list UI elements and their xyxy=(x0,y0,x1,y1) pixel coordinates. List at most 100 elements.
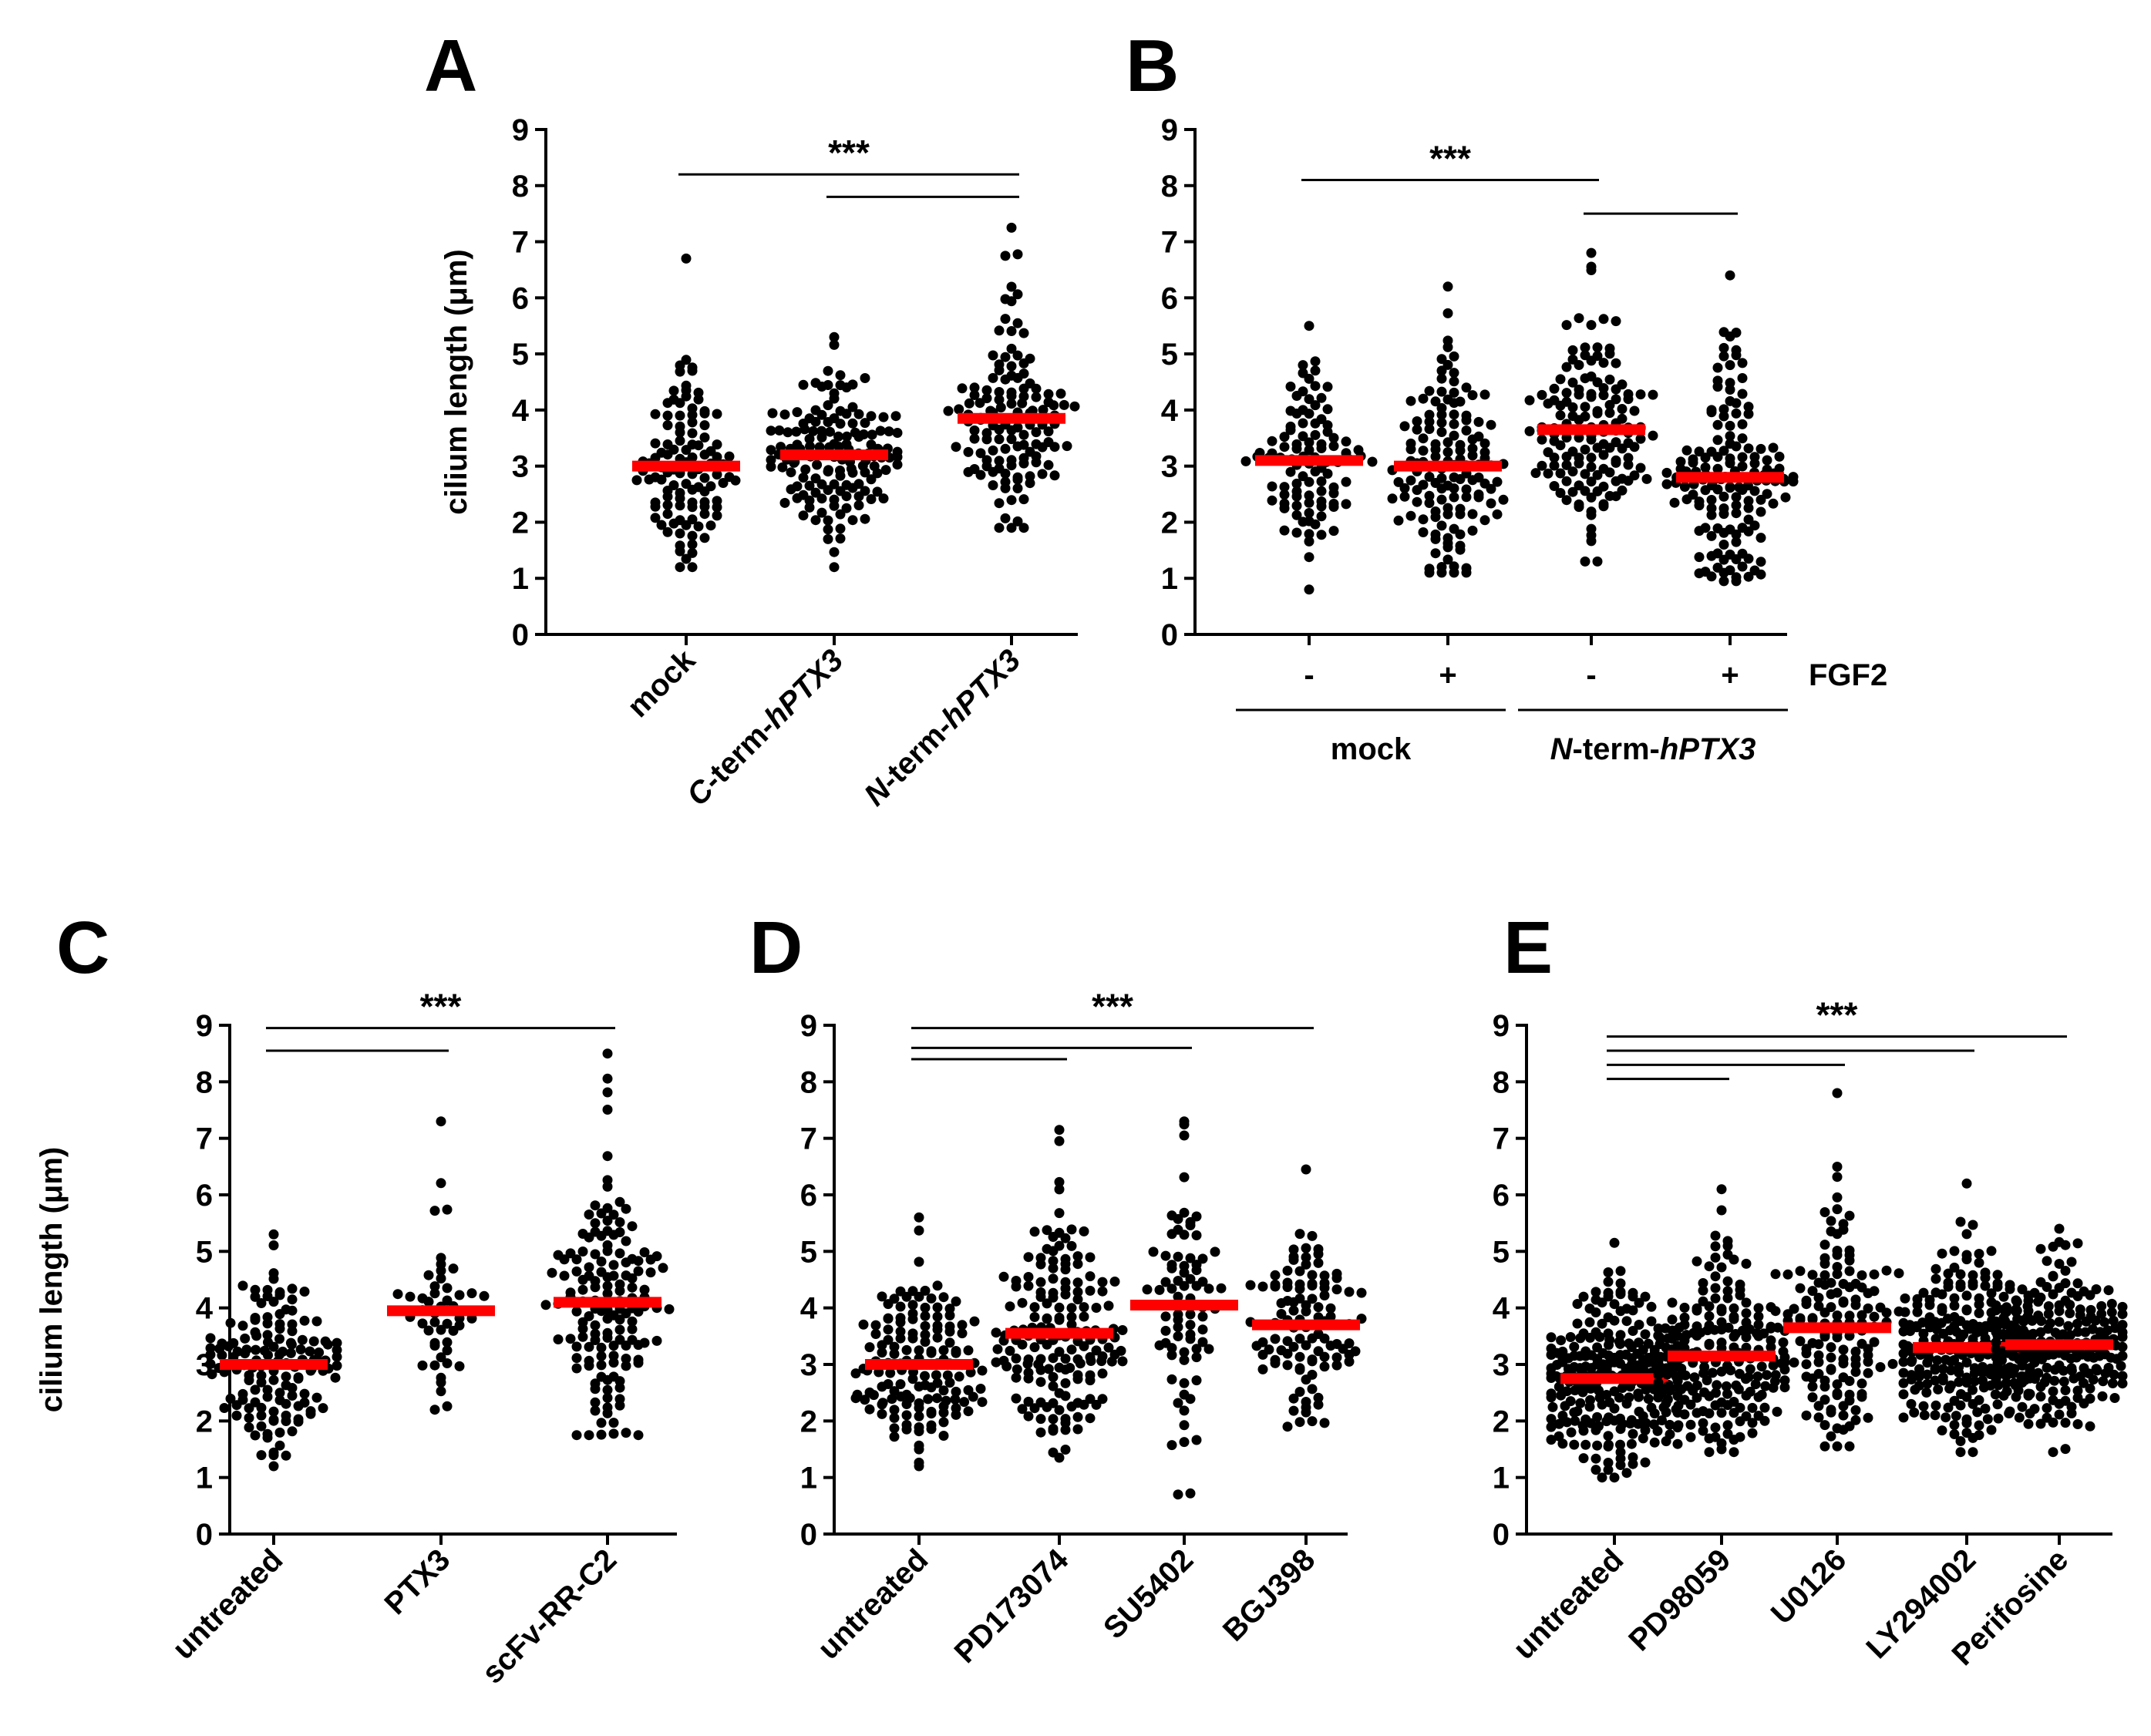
data-point xyxy=(1729,1314,1739,1324)
data-point xyxy=(1722,1400,1733,1411)
data-point xyxy=(256,1421,267,1432)
data-point xyxy=(1267,436,1277,446)
data-point xyxy=(1598,449,1609,460)
data-point xyxy=(1909,1407,1920,1418)
data-point xyxy=(1755,569,1766,580)
data-point xyxy=(2060,1385,2071,1395)
data-point xyxy=(1718,411,1729,422)
data-point xyxy=(2116,1361,2126,1371)
data-point xyxy=(1442,308,1453,318)
data-point xyxy=(237,1280,248,1291)
data-point xyxy=(1310,400,1321,411)
data-point xyxy=(596,1257,607,1267)
data-point xyxy=(1313,1392,1324,1403)
data-point xyxy=(1628,1458,1638,1469)
data-point xyxy=(602,1280,613,1291)
data-point xyxy=(1692,1256,1702,1267)
data-point xyxy=(1048,1263,1059,1273)
data-point xyxy=(608,1260,619,1270)
data-point xyxy=(2085,1421,2095,1432)
data-point xyxy=(2054,1283,2065,1294)
data-point xyxy=(1313,1302,1324,1313)
data-point xyxy=(1185,1488,1196,1499)
data-point xyxy=(2072,1327,2083,1337)
data-point xyxy=(311,1316,322,1327)
data-point xyxy=(1319,1333,1330,1344)
data-point xyxy=(1066,1224,1077,1235)
data-point xyxy=(1000,352,1011,362)
data-point xyxy=(287,1391,298,1401)
data-point xyxy=(816,382,827,392)
data-point xyxy=(1449,567,1459,578)
data-point xyxy=(988,350,998,361)
data-point xyxy=(1322,404,1333,415)
data-point xyxy=(571,1306,582,1317)
data-point xyxy=(644,474,655,485)
data-point xyxy=(621,1257,631,1268)
data-point xyxy=(1826,1289,1836,1300)
data-point xyxy=(675,427,685,438)
data-point xyxy=(1586,510,1597,520)
data-point xyxy=(1667,1314,1678,1325)
data-point xyxy=(1555,400,1566,411)
y-tick-label: 3 xyxy=(1493,1348,1510,1382)
data-point xyxy=(1294,1417,1305,1428)
data-point xyxy=(693,521,704,532)
data-point xyxy=(1698,1285,1708,1296)
data-point xyxy=(1000,468,1011,479)
data-point xyxy=(608,1428,619,1439)
data-point xyxy=(1304,373,1314,384)
data-point xyxy=(994,456,1005,466)
data-point xyxy=(1729,1435,1739,1445)
data-point xyxy=(423,1270,434,1280)
data-point xyxy=(1585,1332,1595,1343)
data-point xyxy=(651,1335,662,1346)
data-point xyxy=(1049,442,1060,453)
data-point xyxy=(681,520,692,530)
data-point xyxy=(1245,1280,1256,1290)
data-point xyxy=(1850,1346,1861,1357)
data-point xyxy=(853,500,864,510)
data-point xyxy=(1819,1381,1830,1392)
data-point xyxy=(454,1290,465,1300)
data-point xyxy=(656,474,667,485)
x-category-label: untreated xyxy=(811,1543,934,1666)
data-point xyxy=(923,1394,934,1405)
data-point xyxy=(864,1404,875,1415)
data-point xyxy=(1294,1351,1305,1362)
data-point xyxy=(633,1340,644,1351)
data-point xyxy=(1191,1375,1202,1386)
data-point xyxy=(1191,1352,1202,1363)
data-point xyxy=(1486,498,1496,509)
data-point xyxy=(1718,540,1729,550)
data-point xyxy=(1307,1416,1318,1427)
data-point xyxy=(1766,1342,1776,1353)
data-point xyxy=(1282,1348,1293,1359)
data-point xyxy=(1524,395,1535,405)
data-point xyxy=(1779,1375,1790,1386)
data-point xyxy=(1722,1240,1733,1251)
data-point xyxy=(877,1340,887,1351)
data-point xyxy=(423,1325,434,1336)
data-point xyxy=(1718,446,1729,456)
y-tick-label: 8 xyxy=(1493,1065,1510,1099)
data-point xyxy=(2099,1317,2110,1327)
data-point xyxy=(892,459,903,470)
y-tick-label: 8 xyxy=(800,1065,817,1099)
data-point xyxy=(1018,429,1029,440)
data-point xyxy=(1554,1418,1564,1429)
data-point xyxy=(1012,289,1023,300)
data-point xyxy=(1749,458,1760,469)
data-point xyxy=(777,462,788,473)
data-group xyxy=(1898,1178,2035,1458)
data-point xyxy=(436,1324,446,1335)
label-segment: + xyxy=(1721,658,1739,692)
data-point xyxy=(1949,1293,1960,1304)
data-point xyxy=(1930,1410,1941,1421)
data-point xyxy=(1586,265,1597,275)
label-segment: - xyxy=(1586,658,1596,692)
data-point xyxy=(1741,1332,1752,1343)
data-point xyxy=(1838,1410,1849,1421)
data-point xyxy=(1048,1414,1059,1425)
data-point xyxy=(1623,453,1634,463)
